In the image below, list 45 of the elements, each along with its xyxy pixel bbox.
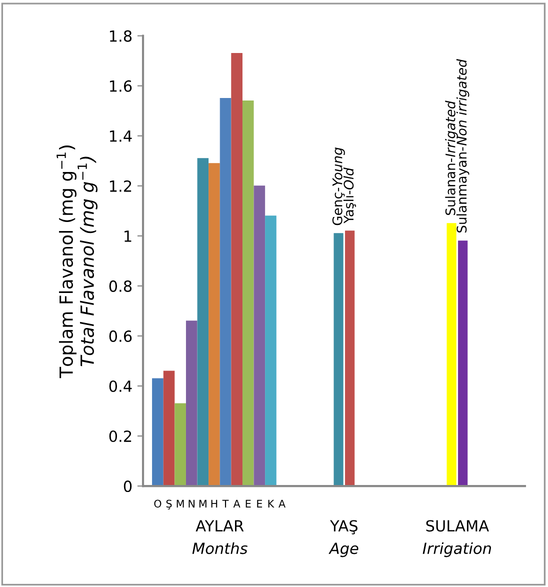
y-tick-label: 1.4 — [110, 130, 132, 142]
x-tick-label: E — [246, 500, 251, 508]
x-tick-label: H — [211, 500, 218, 508]
y-tick-label: 0.8 — [109, 280, 132, 292]
y-tick-label: 1.8 — [110, 30, 132, 42]
x-tick-label: A — [278, 500, 286, 508]
bar — [220, 98, 232, 486]
x-tick-label: E — [257, 500, 262, 508]
bar — [242, 100, 254, 486]
x-tick-label: Yaşlı-Old — [343, 168, 356, 224]
x-tick-label: Ş — [166, 500, 172, 510]
bar — [334, 233, 344, 486]
text: Toplam Flavanol (mg g$^{−1}$) Total Flavanol (mg g$^{−1}$) — [56, 146, 98, 378]
x-tick-label: T — [222, 500, 229, 508]
bar — [458, 240, 468, 486]
bar — [174, 403, 186, 486]
x-tick-label: M — [176, 500, 184, 508]
y-tick-label: 0.4 — [109, 380, 132, 392]
bar — [345, 230, 355, 486]
x-tick-label: Sulanan-Irrigated — [445, 100, 458, 216]
text: AYLAR Months — [192, 520, 248, 554]
x-tick-label: K — [268, 500, 274, 508]
x-tick-label: A — [233, 500, 240, 508]
bar — [163, 370, 175, 486]
text: SULAMA Irrigation — [422, 520, 491, 558]
y-tick-label: 0.6 — [109, 330, 132, 342]
y-tick-label: 1.2 — [110, 180, 132, 192]
x-tick-label: Sulanmayan-Non irrigated — [456, 59, 470, 233]
bar — [254, 186, 266, 486]
y-tick-label: 0 — [124, 480, 132, 492]
x-tick-label: O — [154, 500, 162, 508]
bar — [186, 320, 198, 486]
bar — [152, 378, 164, 486]
bar — [197, 158, 209, 486]
bar — [446, 223, 456, 486]
y-tick-label: 1 — [124, 230, 132, 242]
x-tick-label: N — [188, 500, 194, 508]
y-tick-label: 1.6 — [110, 80, 132, 92]
text: YAŞ Age — [328, 520, 358, 558]
bar — [231, 53, 242, 486]
y-tick-label: 0.2 — [109, 430, 132, 442]
x-tick-label: Genç-Young — [332, 148, 345, 226]
bar — [208, 163, 220, 486]
x-tick-label: M — [199, 500, 206, 508]
bar — [265, 216, 276, 486]
